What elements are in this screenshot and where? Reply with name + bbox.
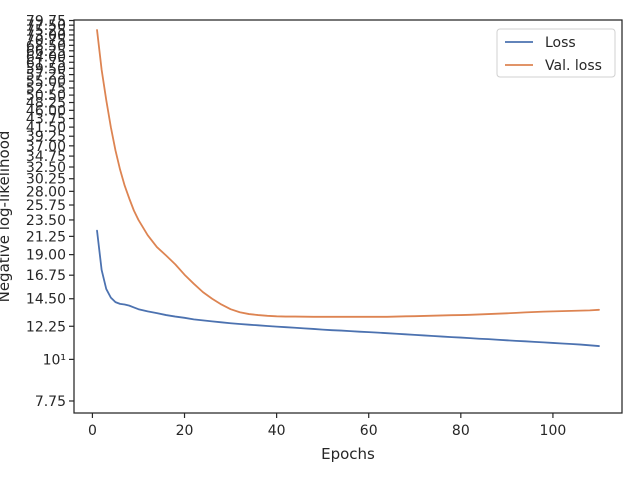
y-tick-label: 46.00	[26, 103, 66, 119]
x-axis-title: Epochs	[321, 445, 375, 463]
y-tick-label: 14.50	[26, 292, 66, 308]
x-tick-label: 20	[176, 423, 194, 439]
x-tick-label: 80	[452, 423, 470, 439]
x-tick-label: 0	[88, 423, 97, 439]
series-line-val-loss	[96, 29, 600, 318]
y-tick-label: 43.75	[26, 112, 66, 128]
y-tick-label: 28.00	[26, 184, 66, 200]
y-tick-label: 12.25	[26, 319, 66, 335]
axes-frame	[73, 19, 623, 414]
y-tick-label: 48.25	[26, 96, 66, 112]
y-tick-label: 77.50	[26, 18, 66, 34]
y-tick-label: 23.50	[26, 213, 66, 229]
y-tick-label: 10¹	[43, 352, 66, 368]
y-tick-label: 7.75	[35, 394, 66, 410]
y-axis-ticks: 7.75 10¹ 12.25 14.50 16.75 19.00 21.2523.5025.…	[26, 14, 74, 410]
y-tick-label: 59.50	[26, 61, 66, 77]
y-tick-label: 61.75	[26, 55, 66, 71]
x-tick-label: 60	[360, 423, 378, 439]
y-tick-label: 34.75	[26, 149, 66, 165]
y-axis-title: Negative log-likelihood	[0, 131, 13, 303]
legend: Loss Val. loss	[496, 28, 616, 78]
x-axis-ticks: 0 20 40 60 80 100	[88, 413, 566, 439]
series-layer	[96, 29, 600, 347]
y-tick-label: 68.50	[26, 38, 66, 54]
x-tick-label: 100	[540, 423, 567, 439]
y-tick-label: 70.75	[26, 33, 66, 49]
y-tick-label: 66.25	[26, 44, 66, 60]
y-tick-label: 25.75	[26, 198, 66, 214]
series-line-loss	[96, 229, 600, 347]
legend-label: Val. loss	[545, 58, 602, 74]
y-tick-label: 39.25	[26, 129, 66, 145]
legend-label: Loss	[545, 35, 576, 51]
y-tick-label: 64.00	[26, 49, 66, 65]
y-tick-label: 52.75	[26, 81, 66, 97]
y-tick-label: 73.00	[26, 28, 66, 44]
y-tick-label: 19.00	[26, 248, 66, 264]
y-tick-label: 21.25	[26, 229, 66, 245]
y-tick-label: 75.25	[26, 23, 66, 39]
y-tick-label: 55.00	[26, 74, 66, 90]
y-tick-label: 32.50	[26, 160, 66, 176]
y-tick-label: 50.50	[26, 88, 66, 104]
y-tick-label: 41.50	[26, 120, 66, 136]
y-tick-label: 37.00	[26, 139, 66, 155]
y-tick-label: 30.25	[26, 172, 66, 188]
x-tick-label: 40	[268, 423, 286, 439]
y-tick-label: 16.75	[26, 268, 66, 284]
y-tick-label: 57.25	[26, 68, 66, 84]
y-tick-label: 79.75	[26, 14, 66, 30]
